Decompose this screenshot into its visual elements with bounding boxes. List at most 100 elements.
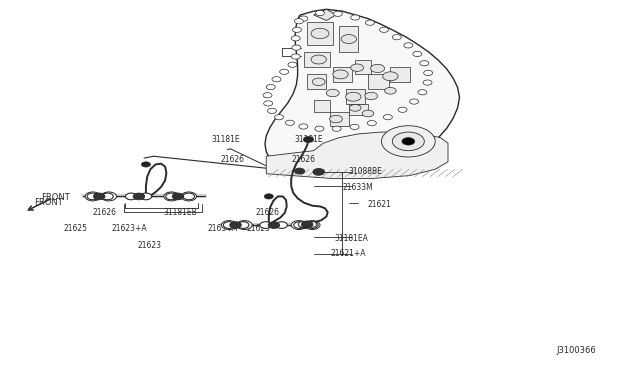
Circle shape [260, 222, 271, 228]
Circle shape [305, 221, 320, 230]
Circle shape [291, 54, 300, 59]
Circle shape [333, 11, 342, 16]
Circle shape [275, 115, 284, 120]
Text: 31181E: 31181E [211, 135, 240, 144]
Circle shape [404, 43, 413, 48]
Circle shape [349, 105, 361, 111]
FancyBboxPatch shape [349, 104, 368, 115]
Circle shape [172, 193, 184, 200]
Text: 21633M: 21633M [342, 183, 373, 192]
Circle shape [164, 192, 179, 201]
Circle shape [365, 92, 378, 100]
Text: FRONT: FRONT [42, 193, 70, 202]
Text: 21623+A: 21623+A [112, 224, 148, 233]
Circle shape [237, 222, 249, 228]
Circle shape [371, 64, 385, 73]
Circle shape [93, 193, 105, 200]
Circle shape [285, 120, 294, 125]
Circle shape [263, 93, 272, 98]
Circle shape [272, 77, 281, 82]
Circle shape [266, 84, 275, 90]
Circle shape [133, 193, 145, 200]
Circle shape [315, 126, 324, 131]
Circle shape [351, 15, 360, 20]
FancyBboxPatch shape [307, 22, 333, 45]
Circle shape [350, 124, 359, 129]
Circle shape [291, 221, 307, 230]
Circle shape [301, 221, 313, 228]
Circle shape [312, 78, 325, 86]
Circle shape [402, 138, 415, 145]
Circle shape [362, 110, 374, 117]
Circle shape [237, 221, 252, 230]
FancyBboxPatch shape [339, 26, 358, 52]
Circle shape [351, 64, 364, 71]
Circle shape [268, 108, 276, 113]
Text: 21621: 21621 [368, 200, 392, 209]
Circle shape [383, 115, 392, 120]
Text: 21625: 21625 [64, 224, 88, 233]
FancyBboxPatch shape [304, 52, 330, 67]
Circle shape [326, 89, 339, 97]
Circle shape [280, 69, 289, 74]
FancyBboxPatch shape [368, 74, 389, 89]
Circle shape [398, 107, 407, 112]
Circle shape [166, 193, 177, 200]
Circle shape [294, 168, 305, 174]
Circle shape [392, 35, 401, 40]
Circle shape [341, 35, 356, 44]
Text: J3100366: J3100366 [557, 346, 596, 355]
FancyBboxPatch shape [355, 60, 371, 74]
Circle shape [101, 192, 116, 201]
Circle shape [365, 20, 374, 25]
Polygon shape [266, 132, 448, 179]
Circle shape [230, 222, 241, 228]
Circle shape [299, 222, 310, 228]
Circle shape [418, 90, 427, 95]
Circle shape [316, 10, 324, 16]
Circle shape [381, 126, 435, 157]
Circle shape [85, 192, 100, 201]
Circle shape [292, 27, 301, 32]
FancyBboxPatch shape [333, 67, 352, 82]
Circle shape [424, 70, 433, 76]
Circle shape [183, 193, 195, 200]
Text: 21626: 21626 [291, 155, 315, 164]
Circle shape [410, 99, 419, 104]
Circle shape [221, 221, 237, 230]
Circle shape [87, 193, 99, 200]
Circle shape [264, 101, 273, 106]
Circle shape [330, 115, 342, 123]
Text: 31181E: 31181E [294, 135, 323, 144]
FancyBboxPatch shape [390, 67, 410, 82]
Text: 21626: 21626 [221, 155, 244, 164]
Circle shape [385, 87, 396, 94]
Text: 21634M: 21634M [208, 224, 239, 233]
FancyBboxPatch shape [314, 100, 330, 112]
Circle shape [313, 169, 324, 175]
Circle shape [367, 121, 376, 126]
Circle shape [291, 36, 300, 41]
Circle shape [294, 222, 305, 228]
Circle shape [140, 193, 152, 200]
Circle shape [181, 192, 196, 201]
FancyBboxPatch shape [330, 112, 349, 126]
Text: 21626: 21626 [93, 208, 116, 217]
Circle shape [332, 126, 341, 131]
Circle shape [294, 19, 303, 24]
FancyBboxPatch shape [307, 74, 326, 89]
Text: 21626: 21626 [256, 208, 280, 217]
Circle shape [383, 72, 398, 81]
Circle shape [264, 194, 273, 199]
Circle shape [413, 51, 422, 57]
Polygon shape [314, 9, 336, 20]
Circle shape [307, 222, 318, 228]
Circle shape [223, 222, 235, 228]
Circle shape [102, 193, 113, 200]
Text: 21623: 21623 [138, 241, 161, 250]
Circle shape [380, 27, 388, 32]
Circle shape [288, 62, 297, 67]
Circle shape [311, 55, 326, 64]
Circle shape [307, 221, 317, 227]
Circle shape [333, 70, 348, 79]
